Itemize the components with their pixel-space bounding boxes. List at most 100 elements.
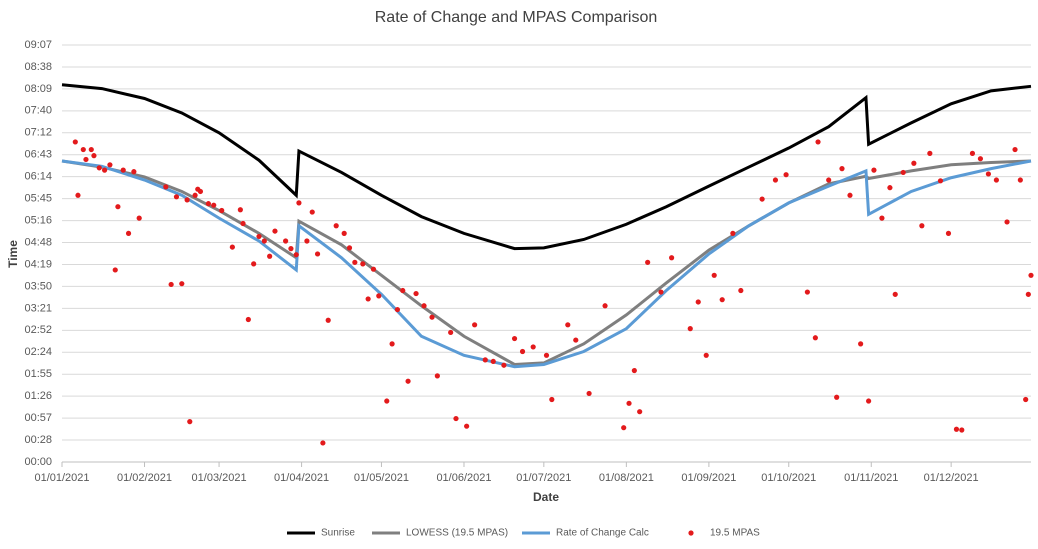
scatter-point [72,139,78,145]
scatter-point [871,167,877,173]
scatter-point [687,326,693,332]
y-tick-label: 06:14 [24,171,52,183]
scatter-point [1017,177,1023,183]
scatter-point [834,394,840,400]
scatter-point [107,162,113,168]
scatter-point [738,287,744,294]
y-tick-label: 06:43 [24,149,52,161]
scatter-point [464,423,470,429]
scatter-point [405,378,411,384]
scatter-point [866,398,872,404]
legend-label: LOWESS (19.5 MPAS) [406,528,508,539]
scatter-point [115,204,121,210]
scatter-point [267,253,273,259]
scatter-point [847,192,853,198]
scatter-point [325,317,331,323]
scatter-point [703,352,709,358]
scatter-point [631,367,637,374]
scatter-point [695,299,701,305]
scatter-point [245,316,251,323]
scatter-point [288,246,294,252]
scatter-point [136,215,142,221]
scatter-point [131,169,137,175]
x-axis-title: Date [533,490,559,504]
scatter-point [101,167,108,173]
scatter-point [1025,291,1031,297]
scatter-point [75,192,81,198]
scatter-point [229,244,235,250]
scatter-point [413,290,419,297]
scatter-point [272,228,278,234]
scatter-point [283,238,289,244]
x-tick-label: 01/12/2021 [924,472,979,484]
scatter-point [645,259,651,265]
x-tick-label: 01/05/2021 [354,472,409,484]
scatter-point [977,156,984,162]
scatter-point [125,230,132,236]
scatter-point [959,427,965,433]
scatter-point [320,440,326,446]
scatter-point [1028,272,1034,278]
scatter-point [530,344,536,350]
scatter-point [985,171,992,177]
scatter-point [911,160,917,166]
y-tick-label: 04:48 [24,236,52,248]
scatter-point [927,150,933,156]
series-line [61,159,1032,369]
scatter-point [96,165,102,171]
scatter-point [892,291,898,297]
legend-label: 19.5 MPAS [710,528,760,539]
scatter-point [184,197,190,203]
legend-item: LOWESS (19.5 MPAS) [372,528,508,539]
scatter-point [900,169,906,176]
scatter-point [187,419,193,425]
y-tick-label: 00:28 [24,434,52,446]
scatter-point [120,167,126,173]
scatter-point [389,341,395,347]
x-tick-label: 01/08/2021 [599,472,654,484]
legend-item: Sunrise [287,528,355,539]
y-tick-label: 09:07 [24,39,52,51]
y-tick-label: 02:24 [24,346,52,358]
legend-item: 19.5 MPAS [688,528,760,539]
scatter-point [565,322,571,328]
x-tick-label: 01/02/2021 [117,472,172,484]
scatter-point [549,396,555,403]
legend-item: Rate of Change Calc [522,528,649,539]
scatter-point [543,352,550,358]
scatter-point [309,209,315,215]
scatter-point [370,266,377,272]
scatter-point [453,415,459,422]
scatter-point [261,238,267,244]
scatter-point [173,194,180,200]
scatter-point [205,201,212,207]
scatter-point [711,272,717,278]
x-tick-label: 01/11/2021 [844,472,898,484]
scatter-point [772,177,779,183]
scatter-point [394,306,401,313]
scatter-point [293,252,299,258]
scatter-point [179,281,185,287]
scatter-point [586,390,592,397]
scatter-point [333,223,339,229]
scatter-point [719,297,725,303]
y-tick-label: 07:40 [24,105,52,117]
scatter-point [858,341,864,347]
y-tick-label: 08:38 [24,61,52,73]
scatter-point [219,207,225,214]
scatter-point [1012,146,1018,153]
y-tick-label: 08:09 [24,83,52,95]
scatter-point [434,373,440,379]
scatter-point [519,348,526,355]
scatter-point [80,146,86,153]
y-tick-label: 05:16 [24,214,52,226]
scatter-point [573,337,579,343]
scatter-point [384,398,390,404]
scatter-point [192,192,198,198]
scatter-point [783,172,789,178]
legend-label: Rate of Change Calc [556,528,649,539]
legend-marker [688,530,694,536]
scatter-point [812,335,818,341]
x-tick-label: 01/04/2021 [274,472,329,484]
